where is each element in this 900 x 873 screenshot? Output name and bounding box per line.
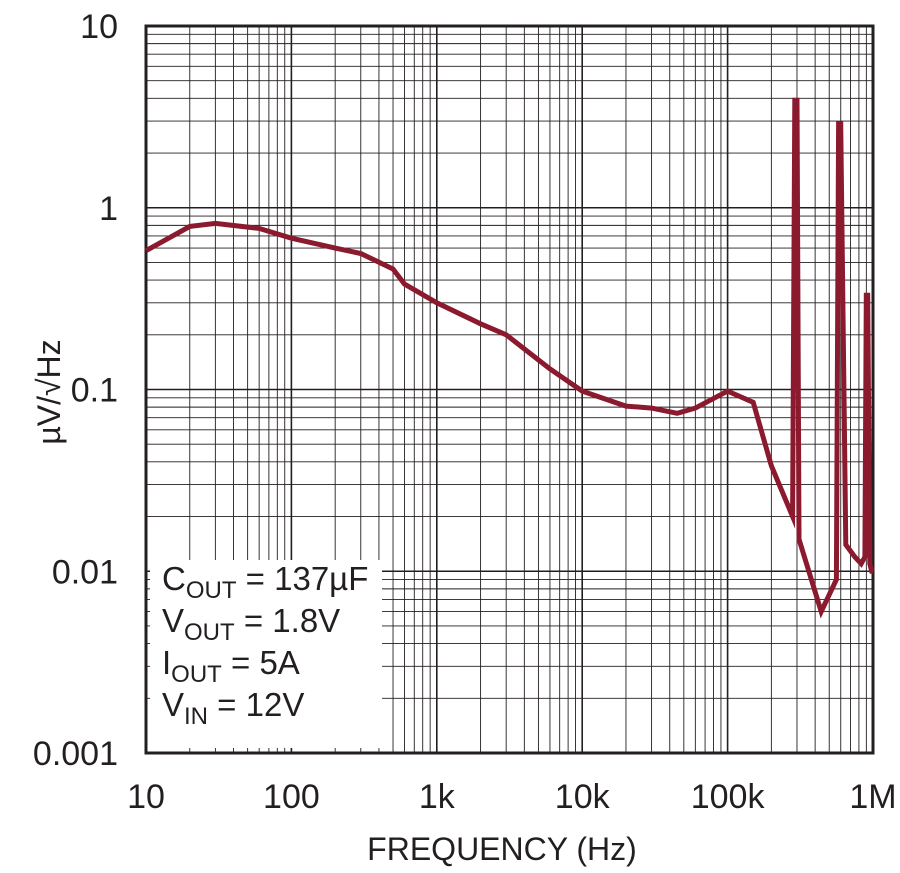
x-tick-label: 1M [849, 778, 896, 816]
x-tick-label: 1k [419, 778, 456, 816]
y-tick-labels: 0.001 0.01 0.1 1 10 [33, 8, 118, 773]
annotation-line: VIN = 12V [162, 686, 304, 730]
annotation-background [150, 560, 382, 748]
y-tick-label: 1 [99, 190, 118, 228]
annotation-line: COUT = 137µF [162, 560, 368, 604]
y-tick-label: 0.01 [52, 553, 118, 591]
annotation-line: VOUT = 1.8V [162, 602, 340, 646]
y-axis-label: µV/√Hz [31, 339, 67, 444]
plot-frame [144, 24, 875, 755]
x-tick-label: 100k [691, 778, 766, 816]
x-tick-label: 100 [263, 778, 320, 816]
x-tick-labels: 10 100 1k 10k 100k 1M [127, 778, 897, 816]
y-tick-label: 10 [80, 8, 118, 46]
y-tick-label: 0.001 [33, 735, 118, 773]
x-axis-label: FREQUENCY (Hz) [367, 831, 637, 867]
x-tick-label: 10 [127, 778, 165, 816]
y-tick-label: 0.1 [71, 372, 118, 410]
series-line-noise [144, 97, 875, 619]
x-tick-label: 10k [555, 778, 611, 816]
annotation-line: IOUT = 5A [162, 644, 300, 688]
